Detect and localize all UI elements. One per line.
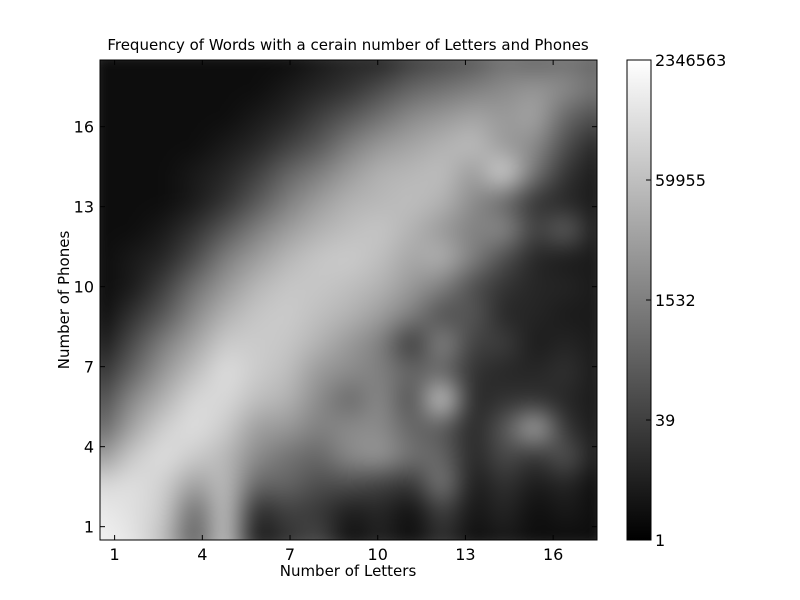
colorbar-axis: 1 39 1532 59955 2346563: [646, 51, 726, 550]
x-axis: 1 4 7 10 13 16: [110, 60, 563, 564]
heatmap-canvas: [100, 60, 597, 540]
y-tick-label: 10: [74, 278, 94, 297]
x-axis-label: Number of Letters: [280, 562, 417, 580]
x-tick-label: 16: [543, 545, 563, 564]
colorbar-tick-label: 2346563: [655, 51, 726, 70]
heatmap-image: [100, 60, 597, 540]
y-tick-label: 4: [84, 438, 94, 457]
x-tick-label: 7: [285, 545, 295, 564]
colorbar-tick-label: 39: [655, 411, 675, 430]
colorbar-tick-label: 59955: [655, 171, 706, 190]
colorbar-tick-label: 1: [655, 531, 665, 550]
y-axis: 1 4 7 10 13 16: [74, 118, 597, 537]
x-tick-label: 10: [368, 545, 388, 564]
y-axis-label: Number of Phones: [55, 231, 73, 370]
y-tick-label: 13: [74, 198, 94, 217]
chart-title: Frequency of Words with a cerain number …: [107, 36, 589, 54]
y-tick-label: 16: [74, 118, 94, 137]
x-tick-label: 1: [110, 545, 120, 564]
colorbar-tick-label: 1532: [655, 291, 696, 310]
y-tick-label: 7: [84, 358, 94, 377]
plot-frame: [99, 59, 598, 541]
x-tick-label: 4: [197, 545, 207, 564]
x-tick-label: 13: [455, 545, 475, 564]
y-tick-label: 1: [84, 518, 94, 537]
